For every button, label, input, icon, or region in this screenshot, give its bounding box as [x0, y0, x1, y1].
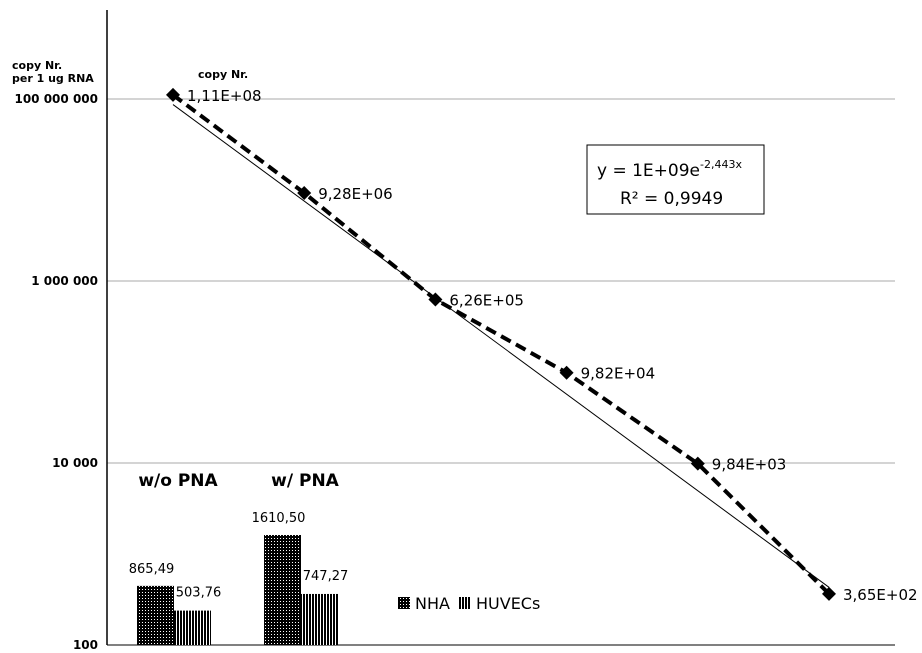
- bar-value-label: 865,49: [129, 562, 175, 577]
- y-tick-label: 1 000 000: [31, 274, 98, 288]
- legend: NHA HUVECs: [398, 594, 540, 613]
- r-squared-text: R² = 0,9949: [620, 189, 723, 209]
- legend-label-nha: NHA: [415, 594, 450, 613]
- equation-box: y = 1E+09e-2,443x R² = 0,9949: [586, 144, 765, 215]
- data-point-marker: [297, 185, 312, 200]
- y-axis-title-line1: copy Nr.: [12, 59, 62, 72]
- bar-group-label: w/ PNA: [271, 471, 340, 491]
- bar-group-label: w/o PNA: [138, 471, 218, 491]
- bar-nha: [137, 585, 174, 645]
- data-point-label: 9,84E+03: [712, 456, 787, 474]
- bar-huvecs: [301, 593, 338, 645]
- series-label: copy Nr.: [198, 68, 248, 81]
- bar-huvecs: [174, 610, 211, 645]
- legend-label-huvecs: HUVECs: [476, 594, 540, 613]
- data-point-label: 9,28E+06: [318, 185, 393, 203]
- equation-text: y = 1E+09e-2,443x: [597, 158, 742, 181]
- bar-value-label: 1610,50: [252, 511, 306, 526]
- y-tick-label: 100: [73, 638, 98, 652]
- bar-value-label: 503,76: [176, 586, 222, 601]
- bar-value-label: 747,27: [303, 569, 349, 584]
- bar-nha: [264, 535, 301, 645]
- y-tick-label: 100 000 000: [14, 92, 98, 106]
- data-point-marker: [822, 586, 836, 601]
- data-point-marker: [428, 292, 443, 307]
- y-axis-title-line2: per 1 ug RNA: [12, 72, 94, 85]
- data-point-marker: [559, 365, 574, 380]
- gridlines: [107, 98, 895, 646]
- data-point-label: 6,26E+05: [449, 292, 524, 310]
- data-point-label: 3,65E+02: [843, 586, 918, 604]
- data-point-marker: [166, 87, 180, 102]
- data-point-marker: [690, 456, 705, 471]
- equation-box-frame: [586, 144, 765, 215]
- series-line: [171, 93, 831, 596]
- data-point-label: 1,11E+08: [187, 87, 262, 105]
- trendline-fit: [172, 104, 830, 588]
- y-tick-label: 10 000: [52, 456, 98, 470]
- data-points: 1,11E+08 9,28E+06 6,26E+05 9,82E+04 9,84E+03…: [166, 87, 918, 604]
- trendline: [171, 93, 831, 596]
- legend-swatch-huvecs: [459, 597, 471, 609]
- legend-swatch-nha: [398, 597, 410, 609]
- y-ticks: 100 10 000 1 000 000 100 000 000: [14, 92, 98, 652]
- data-point-label: 9,82E+04: [581, 365, 656, 383]
